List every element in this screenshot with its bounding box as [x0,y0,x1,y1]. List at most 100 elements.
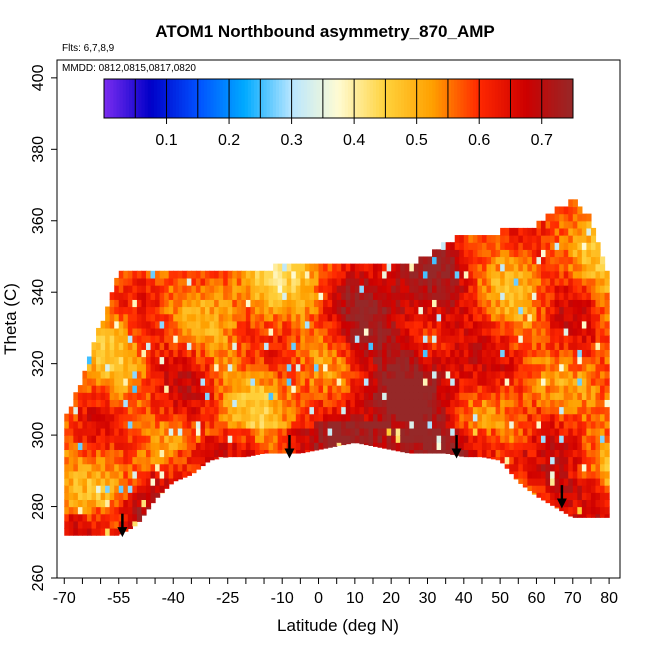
heatmap-cell [595,499,601,508]
heatmap-cell [495,285,501,293]
heatmap-cell [491,406,497,415]
heatmap-cell [432,399,438,408]
heatmap-cell [150,363,156,372]
heatmap-cell [522,377,528,386]
heatmap-cell [77,520,84,529]
heatmap-cell [64,477,70,486]
heatmap-cell [341,327,347,336]
heatmap-cell [145,499,152,508]
heatmap-cell [568,370,574,379]
heatmap-cell [495,363,501,372]
heatmap-cell [373,270,379,279]
heatmap-cell [114,356,120,365]
colorbar-swatch [291,79,296,118]
heatmap-cell [590,227,597,236]
heatmap-cell [273,349,279,358]
colorbar-swatch [104,79,108,118]
heatmap-cell [436,399,442,408]
heatmap-cell [277,306,283,315]
heatmap-cell [531,270,538,279]
colorbar-swatch [188,79,193,118]
x-tick-label: 10 [346,590,364,607]
heatmap-cell [114,499,120,508]
heatmap-cell [268,356,274,365]
heatmap-cell [359,277,365,286]
heatmap-cell [295,370,301,379]
heatmap-cell [468,249,474,258]
heatmap-cell [195,285,202,293]
heatmap-cell [545,270,551,279]
heatmap-cell [550,442,556,450]
colorbar-swatch [501,79,505,118]
heatmap-cell [223,320,229,329]
heatmap-cell [568,349,574,358]
heatmap-cell [377,327,383,336]
heatmap-cell [409,385,415,393]
heatmap-cell [309,277,315,286]
heatmap-cell [368,327,374,336]
heatmap-cell [572,320,578,329]
heatmap-cell [127,413,133,422]
colorbar-swatch [310,79,314,118]
heatmap-cell [513,277,519,286]
colorbar-swatch [225,79,230,118]
heatmap-cell [577,227,583,236]
heatmap-cell [291,435,297,443]
heatmap-cell [268,392,274,400]
heatmap-cell [245,285,252,293]
heatmap-cell [159,392,165,400]
heatmap-cell [572,206,578,215]
heatmap-cell [300,320,306,329]
heatmap-cell [559,370,565,379]
heatmap-cell [595,513,601,518]
heatmap-cell [205,456,211,463]
heatmap-cell [227,313,233,322]
heatmap-cell [232,427,238,436]
heatmap-cell [214,327,220,336]
colorbar-swatch [247,79,252,118]
heatmap-cell [168,313,174,322]
heatmap-cell [123,349,129,358]
heatmap-cell [541,456,547,465]
heatmap-cell [504,342,510,350]
heatmap-cell [273,277,279,286]
heatmap-cell [109,456,115,465]
heatmap-cell [164,435,170,443]
heatmap-cell [295,420,301,429]
heatmap-cell [177,299,183,308]
heatmap-cell [527,442,533,450]
heatmap-cell [264,392,270,400]
heatmap-cell [205,270,211,279]
heatmap-cell [404,292,410,300]
heatmap-cell [127,456,133,465]
heatmap-cell [91,370,97,379]
heatmap-cell [541,292,547,300]
heatmap-cell [168,463,174,472]
heatmap-cell [590,249,597,258]
heatmap-cell [563,299,569,308]
heatmap-cell [300,385,306,393]
heatmap-cell [132,470,138,479]
heatmap-cell [577,420,583,429]
heatmap-cell [590,235,597,243]
heatmap-cell [363,392,370,400]
heatmap-cell [422,320,429,329]
heatmap-cell [214,399,220,408]
heatmap-cell [218,349,224,358]
heatmap-cell [509,320,515,329]
heatmap-cell [427,349,433,358]
heatmap-cell [105,506,111,515]
heatmap-cell [373,442,379,447]
heatmap-cell [164,442,170,450]
colorbar-swatch [469,79,474,118]
heatmap-cell [468,277,474,286]
heatmap-cell [363,363,370,372]
heatmap-cell [500,363,506,372]
heatmap-cell [604,449,610,458]
colorbar-swatch [347,79,352,118]
heatmap-cell [363,327,370,336]
heatmap-cell [604,377,610,386]
heatmap-cell [300,377,306,386]
heatmap-cell [341,370,347,379]
heatmap-cell [413,263,420,272]
